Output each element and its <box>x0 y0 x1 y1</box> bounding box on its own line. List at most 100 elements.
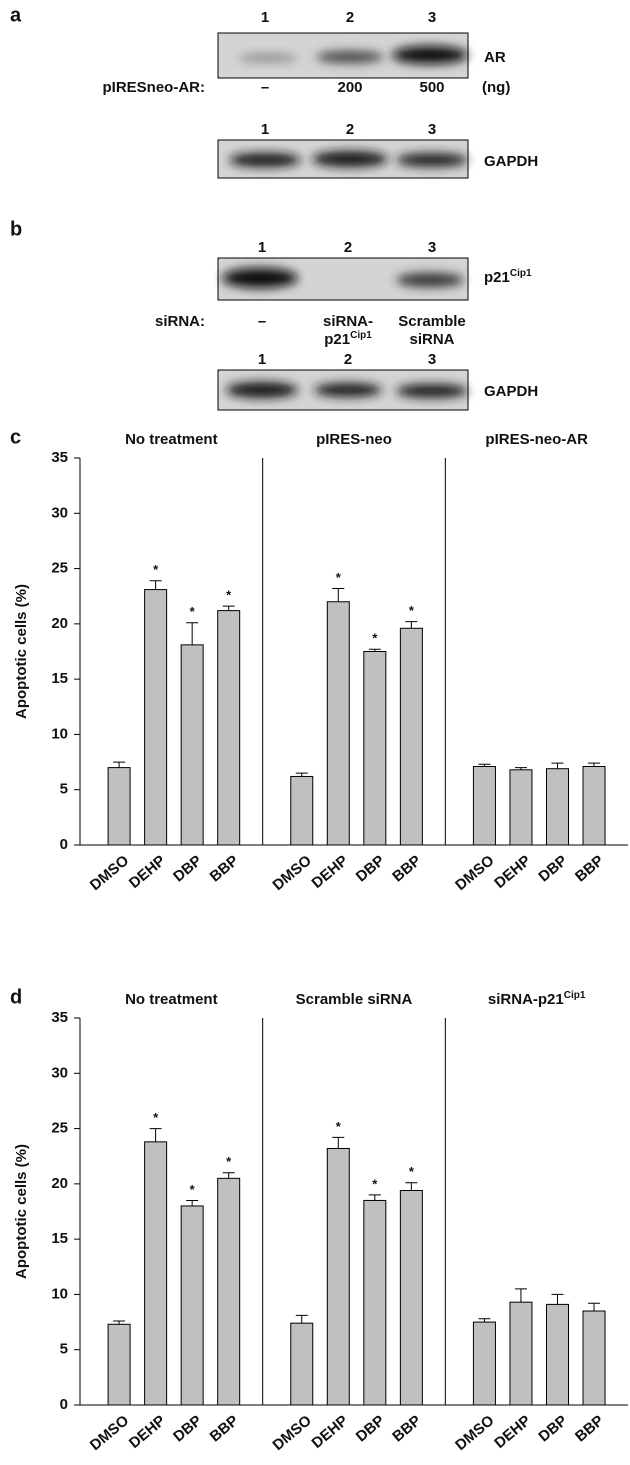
group-title-text: Scramble siRNA <box>296 991 413 1008</box>
bar <box>145 590 167 845</box>
y-tick-label: 30 <box>51 1064 68 1081</box>
panel-label: c <box>10 426 21 448</box>
bar <box>218 1178 240 1405</box>
group-title: Scramble siRNA <box>296 991 413 1008</box>
group-title-text: siRNA-p21 <box>488 991 564 1008</box>
significance: * <box>153 562 159 577</box>
x-tick-label: BBP <box>572 1412 607 1445</box>
significance: * <box>153 1110 159 1125</box>
treatment: siRNA <box>409 331 454 348</box>
blot-label: GAPDH <box>484 153 538 170</box>
x-tick-label: DMSO <box>269 1412 315 1454</box>
bar <box>583 1311 605 1405</box>
lane-number: 3 <box>428 351 436 368</box>
y-tick-label: 15 <box>51 1230 68 1247</box>
bar <box>546 1304 568 1405</box>
dose: – <box>261 79 269 96</box>
significance: * <box>336 1119 342 1134</box>
error-bar <box>515 1289 527 1302</box>
error-bar <box>223 606 235 610</box>
bar <box>108 768 130 845</box>
lane-number: 1 <box>261 121 269 138</box>
x-tick-label: BBP <box>207 1412 242 1445</box>
y-tick-label: 5 <box>60 1341 68 1358</box>
y-tick-label: 0 <box>60 836 68 853</box>
significance: * <box>226 588 232 603</box>
significance: * <box>226 1154 232 1169</box>
bar <box>291 1323 313 1405</box>
bar <box>364 1200 386 1405</box>
x-tick-label: DMSO <box>87 1412 133 1454</box>
x-tick-label: DBP <box>170 1412 205 1445</box>
group-title-text: No treatment <box>125 431 218 448</box>
group-title: No treatment <box>125 431 218 448</box>
row-label: pIRESneo-AR: <box>103 79 206 96</box>
x-tick-label: BBP <box>207 852 242 885</box>
figure: a 1 2 3 AR pIRESneo-AR: – 200 500 (ng) 1… <box>0 0 630 1465</box>
lane-number: 2 <box>344 239 352 256</box>
error-bar <box>113 762 125 768</box>
group-title: pIRES-neo <box>316 431 392 448</box>
y-tick-label: 10 <box>51 725 68 742</box>
error-bar <box>186 1200 198 1206</box>
lane-number: 1 <box>258 351 266 368</box>
error-bar <box>223 1173 235 1179</box>
x-tick-label: DEHP <box>491 852 534 892</box>
error-bar <box>588 1303 600 1311</box>
blot <box>218 33 468 78</box>
x-tick-label: DBP <box>353 852 388 885</box>
x-tick-label: DMSO <box>452 1412 498 1454</box>
significance: * <box>409 603 415 618</box>
bar <box>473 766 495 845</box>
x-tick-label: DEHP <box>309 1412 352 1452</box>
bar <box>473 1322 495 1405</box>
x-tick-label: DMSO <box>269 852 315 894</box>
bar <box>400 628 422 845</box>
lane-number: 3 <box>428 121 436 138</box>
x-tick-label: DBP <box>353 1412 388 1445</box>
blot <box>218 370 468 410</box>
x-tick-label: DBP <box>535 1412 570 1445</box>
lane-number: 3 <box>428 9 436 26</box>
treatment: siRNA- <box>323 313 373 330</box>
x-tick-label: DEHP <box>126 1412 169 1452</box>
error-bar <box>405 622 417 629</box>
group-title: siRNA-p21Cip1 <box>488 990 586 1008</box>
x-tick-label: BBP <box>389 852 424 885</box>
group-title-text: No treatment <box>125 991 218 1008</box>
x-tick-label: BBP <box>572 852 607 885</box>
lane-number: 2 <box>344 351 352 368</box>
error-bar <box>551 1294 563 1304</box>
blot-label: GAPDH <box>484 383 538 400</box>
blot-label: p21Cip1 <box>484 268 532 286</box>
lane-number: 1 <box>261 9 269 26</box>
dose: 500 <box>419 79 444 96</box>
bar <box>291 776 313 845</box>
row-label: siRNA: <box>155 313 205 330</box>
group-title: No treatment <box>125 991 218 1008</box>
bar <box>181 1206 203 1405</box>
significance: * <box>190 1182 196 1197</box>
significance: * <box>372 1176 378 1191</box>
error-bar <box>332 1137 344 1148</box>
error-bar <box>186 623 198 645</box>
y-tick-label: 25 <box>51 560 68 577</box>
y-tick-label: 0 <box>60 1396 68 1413</box>
bar <box>546 769 568 845</box>
blot <box>218 140 468 178</box>
error-bar <box>405 1183 417 1191</box>
y-tick-label: 35 <box>51 449 68 466</box>
y-tick-label: 15 <box>51 670 68 687</box>
group-title: pIRES-neo-AR <box>485 431 588 448</box>
panel-label: d <box>10 986 22 1008</box>
bar <box>218 611 240 845</box>
lane-number: 1 <box>258 239 266 256</box>
x-tick-label: DEHP <box>309 852 352 892</box>
y-tick-label: 20 <box>51 615 68 632</box>
lane-number: 3 <box>428 239 436 256</box>
treatment: – <box>258 313 266 330</box>
error-bar <box>150 581 162 590</box>
y-tick-label: 20 <box>51 1175 68 1192</box>
significance: * <box>336 570 342 585</box>
x-tick-label: DMSO <box>87 852 133 894</box>
